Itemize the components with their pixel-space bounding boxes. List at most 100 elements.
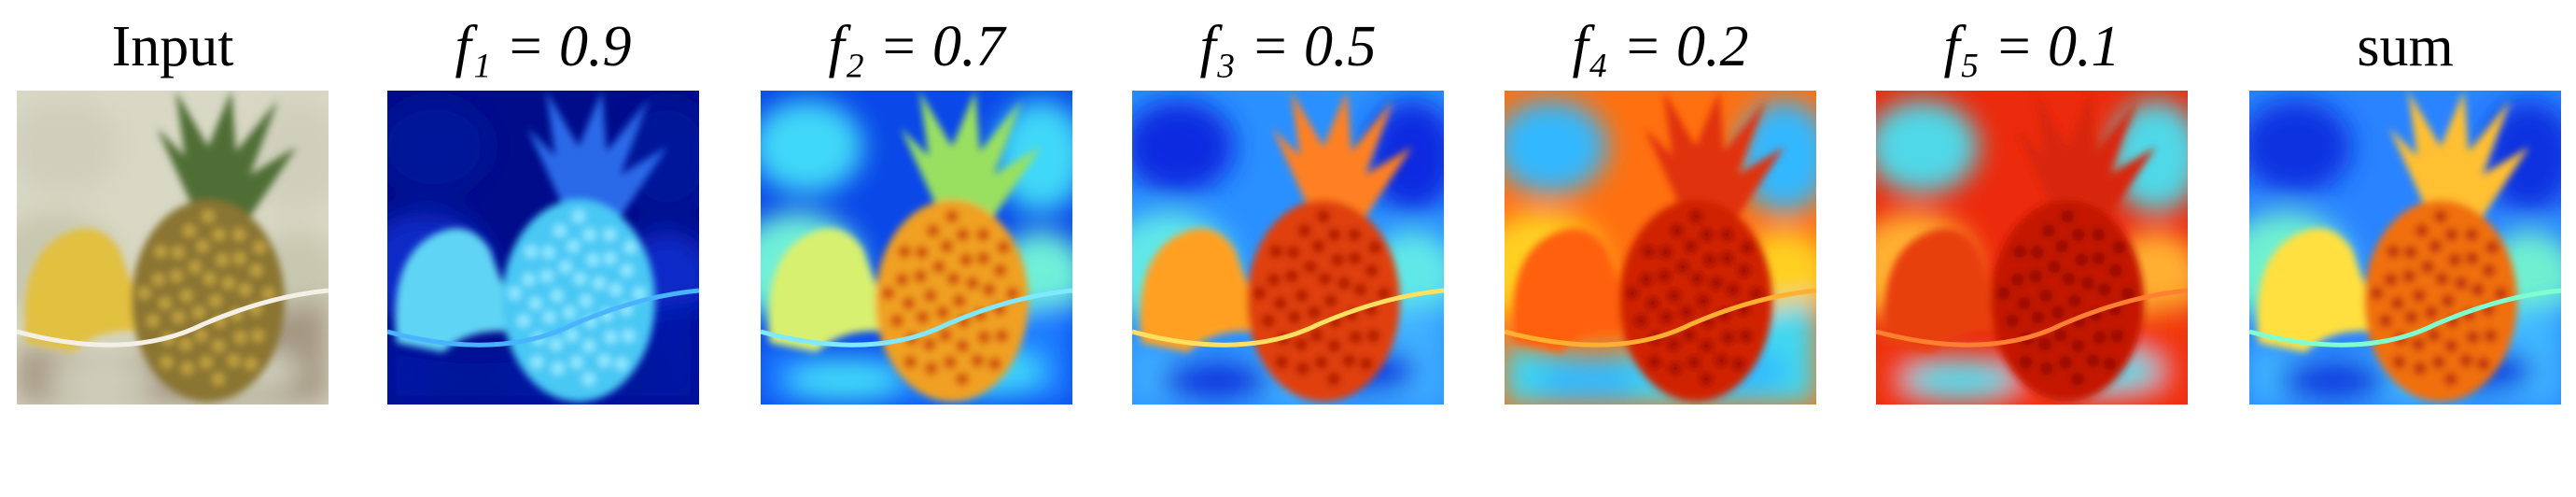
texture xyxy=(1633,314,1647,328)
texture xyxy=(2067,294,2081,307)
blob xyxy=(387,100,490,193)
texture xyxy=(528,296,542,310)
pineapple xyxy=(1991,200,2144,402)
texture xyxy=(2466,331,2480,345)
texture xyxy=(1317,209,1330,223)
texture xyxy=(2435,272,2449,286)
texture xyxy=(2092,228,2106,242)
texture xyxy=(2425,305,2439,320)
texture xyxy=(1731,357,1745,371)
texture xyxy=(614,357,628,371)
texture xyxy=(2080,277,2094,291)
texture xyxy=(579,294,593,307)
texture xyxy=(2444,339,2458,353)
texture xyxy=(244,357,258,371)
panel-title: f₃ = 0.5 xyxy=(1199,15,1376,78)
texture xyxy=(924,362,938,376)
texture xyxy=(516,314,530,328)
texture xyxy=(916,310,930,324)
texture xyxy=(1659,310,1673,324)
texture xyxy=(1348,251,1362,265)
texture xyxy=(563,305,577,320)
texture xyxy=(1327,228,1341,242)
texture xyxy=(212,228,226,242)
texture xyxy=(542,310,556,324)
banana xyxy=(768,228,901,352)
texture xyxy=(609,283,623,297)
texture xyxy=(2443,372,2457,386)
texture xyxy=(541,246,555,260)
texture xyxy=(898,245,912,259)
banana xyxy=(395,228,527,352)
texture xyxy=(2370,286,2384,300)
texture xyxy=(2390,296,2404,310)
texture xyxy=(1690,272,1704,286)
texture xyxy=(2039,362,2053,376)
texture xyxy=(1295,289,1309,303)
texture xyxy=(179,289,193,303)
texture xyxy=(1996,286,2010,300)
texture xyxy=(196,239,210,253)
texture xyxy=(2097,283,2111,297)
texture xyxy=(1689,209,1702,223)
texture xyxy=(2427,328,2441,342)
texture xyxy=(603,251,617,265)
table-edge xyxy=(2249,288,2561,348)
texture xyxy=(2038,289,2052,303)
texture xyxy=(565,328,579,342)
table-edge xyxy=(1505,288,1816,348)
texture xyxy=(137,286,151,300)
panel-title: f₁ = 0.9 xyxy=(455,15,631,78)
texture xyxy=(2108,263,2122,277)
texture xyxy=(1720,228,1734,242)
texture xyxy=(2494,287,2508,301)
texture xyxy=(1365,263,1379,277)
pineapple xyxy=(2364,200,2517,402)
banana xyxy=(1512,228,1645,352)
texture xyxy=(959,253,973,267)
texture xyxy=(946,272,960,286)
texture xyxy=(1309,328,1323,342)
texture xyxy=(2010,273,2024,287)
texture xyxy=(1297,224,1311,238)
texture xyxy=(597,354,611,368)
objects xyxy=(395,91,667,402)
texture xyxy=(582,339,596,353)
texture xyxy=(151,273,165,287)
texture xyxy=(1275,355,1289,369)
blob xyxy=(1533,360,1645,401)
texture xyxy=(1294,337,1308,351)
texture xyxy=(2413,362,2427,376)
blob xyxy=(1876,100,1979,193)
texture xyxy=(943,355,957,369)
texture xyxy=(1659,246,1673,260)
texture xyxy=(965,277,979,291)
texture xyxy=(955,372,969,386)
panel-title: f₂ = 0.7 xyxy=(828,15,1007,78)
texture xyxy=(952,294,966,307)
table-edge xyxy=(1132,288,1444,348)
texture xyxy=(2058,355,2072,369)
texture xyxy=(987,357,1001,371)
texture xyxy=(2061,209,2074,223)
texture xyxy=(956,228,970,242)
texture xyxy=(1676,260,1690,274)
texture xyxy=(903,355,917,369)
texture xyxy=(582,228,596,242)
blob xyxy=(45,360,157,401)
texture xyxy=(2403,246,2417,260)
texture xyxy=(2392,355,2406,369)
texture xyxy=(211,372,225,386)
texture xyxy=(1377,287,1391,301)
texture xyxy=(1642,245,1656,259)
texture xyxy=(1700,339,1714,353)
texture xyxy=(622,329,636,343)
texture xyxy=(232,251,246,265)
texture xyxy=(567,239,581,253)
texture xyxy=(1005,287,1019,301)
texture xyxy=(2075,253,2089,267)
blob xyxy=(2249,100,2352,193)
texture xyxy=(2112,240,2126,254)
texture xyxy=(1327,339,1341,353)
